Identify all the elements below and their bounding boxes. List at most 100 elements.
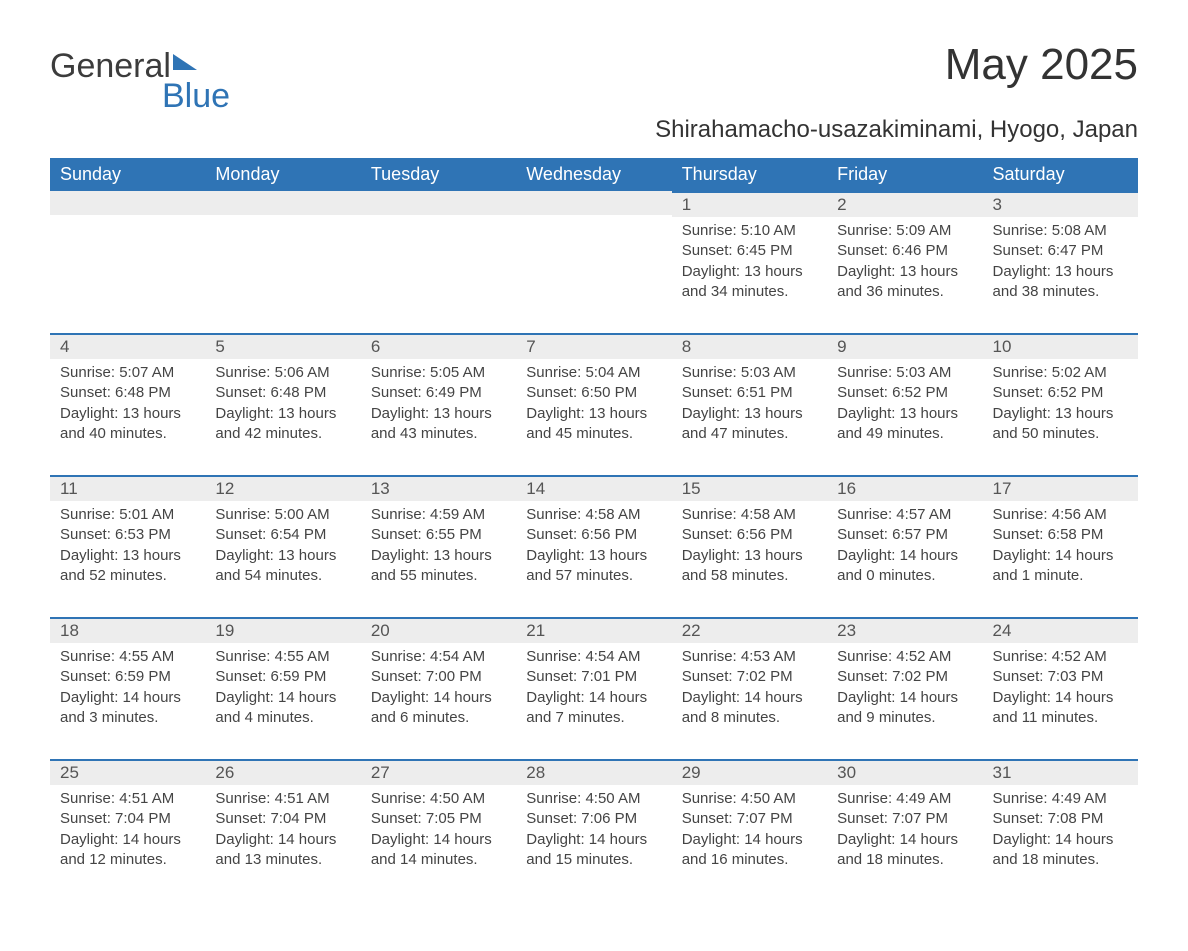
day-details: Sunrise: 4:53 AMSunset: 7:02 PMDaylight:… (672, 643, 827, 738)
sunrise-text: Sunrise: 4:49 AM (837, 789, 972, 809)
empty-cell (205, 191, 360, 333)
sunset-text: Sunset: 7:08 PM (993, 809, 1128, 829)
sunset-text: Sunset: 6:48 PM (215, 383, 350, 403)
daylight-text: Daylight: 13 hours and 36 minutes. (837, 262, 972, 303)
day-number: 6 (361, 335, 516, 359)
day-number: 8 (672, 335, 827, 359)
empty-cell (516, 191, 671, 333)
sunset-text: Sunset: 6:53 PM (60, 525, 195, 545)
day-wrap: 30Sunrise: 4:49 AMSunset: 7:07 PMDayligh… (827, 759, 982, 880)
day-cell: 25Sunrise: 4:51 AMSunset: 7:04 PMDayligh… (50, 759, 205, 901)
day-wrap: 25Sunrise: 4:51 AMSunset: 7:04 PMDayligh… (50, 759, 205, 880)
day-number: 14 (516, 477, 671, 501)
day-cell: 27Sunrise: 4:50 AMSunset: 7:05 PMDayligh… (361, 759, 516, 901)
day-wrap: 5Sunrise: 5:06 AMSunset: 6:48 PMDaylight… (205, 333, 360, 454)
day-number: 20 (361, 619, 516, 643)
day-wrap: 12Sunrise: 5:00 AMSunset: 6:54 PMDayligh… (205, 475, 360, 596)
daylight-text: Daylight: 13 hours and 42 minutes. (215, 404, 350, 445)
day-details: Sunrise: 4:55 AMSunset: 6:59 PMDaylight:… (205, 643, 360, 738)
day-number: 4 (50, 335, 205, 359)
day-details: Sunrise: 4:49 AMSunset: 7:07 PMDaylight:… (827, 785, 982, 880)
day-wrap: 16Sunrise: 4:57 AMSunset: 6:57 PMDayligh… (827, 475, 982, 596)
sunrise-text: Sunrise: 5:08 AM (993, 221, 1128, 241)
sunset-text: Sunset: 6:50 PM (526, 383, 661, 403)
sunrise-text: Sunrise: 4:50 AM (682, 789, 817, 809)
day-details: Sunrise: 5:03 AMSunset: 6:51 PMDaylight:… (672, 359, 827, 454)
sunrise-text: Sunrise: 4:52 AM (837, 647, 972, 667)
sunset-text: Sunset: 6:48 PM (60, 383, 195, 403)
day-wrap: 8Sunrise: 5:03 AMSunset: 6:51 PMDaylight… (672, 333, 827, 454)
day-details: Sunrise: 4:50 AMSunset: 7:07 PMDaylight:… (672, 785, 827, 880)
sunset-text: Sunset: 7:02 PM (682, 667, 817, 687)
weekday-header: Thursday (672, 158, 827, 191)
day-cell: 19Sunrise: 4:55 AMSunset: 6:59 PMDayligh… (205, 617, 360, 759)
day-wrap: 23Sunrise: 4:52 AMSunset: 7:02 PMDayligh… (827, 617, 982, 738)
day-wrap: 10Sunrise: 5:02 AMSunset: 6:52 PMDayligh… (983, 333, 1138, 454)
sunset-text: Sunset: 6:56 PM (526, 525, 661, 545)
daylight-text: Daylight: 14 hours and 14 minutes. (371, 830, 506, 871)
day-cell: 7Sunrise: 5:04 AMSunset: 6:50 PMDaylight… (516, 333, 671, 475)
day-details: Sunrise: 5:08 AMSunset: 6:47 PMDaylight:… (983, 217, 1138, 312)
day-cell: 5Sunrise: 5:06 AMSunset: 6:48 PMDaylight… (205, 333, 360, 475)
sunrise-text: Sunrise: 5:07 AM (60, 363, 195, 383)
sunrise-text: Sunrise: 4:58 AM (526, 505, 661, 525)
day-number: 16 (827, 477, 982, 501)
day-details: Sunrise: 4:52 AMSunset: 7:02 PMDaylight:… (827, 643, 982, 738)
day-details: Sunrise: 4:51 AMSunset: 7:04 PMDaylight:… (205, 785, 360, 880)
day-cell: 11Sunrise: 5:01 AMSunset: 6:53 PMDayligh… (50, 475, 205, 617)
sunset-text: Sunset: 6:47 PM (993, 241, 1128, 261)
sunset-text: Sunset: 6:57 PM (837, 525, 972, 545)
sunrise-text: Sunrise: 4:59 AM (371, 505, 506, 525)
daylight-text: Daylight: 14 hours and 11 minutes. (993, 688, 1128, 729)
day-cell: 3Sunrise: 5:08 AMSunset: 6:47 PMDaylight… (983, 191, 1138, 333)
sunset-text: Sunset: 6:45 PM (682, 241, 817, 261)
day-number: 19 (205, 619, 360, 643)
sunrise-text: Sunrise: 5:05 AM (371, 363, 506, 383)
daylight-text: Daylight: 14 hours and 18 minutes. (993, 830, 1128, 871)
day-wrap: 26Sunrise: 4:51 AMSunset: 7:04 PMDayligh… (205, 759, 360, 880)
sunset-text: Sunset: 7:02 PM (837, 667, 972, 687)
sunrise-text: Sunrise: 4:58 AM (682, 505, 817, 525)
daylight-text: Daylight: 13 hours and 49 minutes. (837, 404, 972, 445)
day-wrap: 15Sunrise: 4:58 AMSunset: 6:56 PMDayligh… (672, 475, 827, 596)
sunrise-text: Sunrise: 4:54 AM (371, 647, 506, 667)
day-number: 30 (827, 761, 982, 785)
day-number: 2 (827, 193, 982, 217)
day-number: 24 (983, 619, 1138, 643)
sunset-text: Sunset: 7:06 PM (526, 809, 661, 829)
day-wrap: 2Sunrise: 5:09 AMSunset: 6:46 PMDaylight… (827, 191, 982, 312)
sunset-text: Sunset: 6:59 PM (60, 667, 195, 687)
daylight-text: Daylight: 14 hours and 8 minutes. (682, 688, 817, 729)
day-number: 22 (672, 619, 827, 643)
sunset-text: Sunset: 7:07 PM (682, 809, 817, 829)
day-wrap: 3Sunrise: 5:08 AMSunset: 6:47 PMDaylight… (983, 191, 1138, 312)
day-details: Sunrise: 4:58 AMSunset: 6:56 PMDaylight:… (516, 501, 671, 596)
calendar-row: 25Sunrise: 4:51 AMSunset: 7:04 PMDayligh… (50, 759, 1138, 901)
sunrise-text: Sunrise: 5:06 AM (215, 363, 350, 383)
day-cell: 14Sunrise: 4:58 AMSunset: 6:56 PMDayligh… (516, 475, 671, 617)
day-cell: 24Sunrise: 4:52 AMSunset: 7:03 PMDayligh… (983, 617, 1138, 759)
sunset-text: Sunset: 7:05 PM (371, 809, 506, 829)
day-wrap: 9Sunrise: 5:03 AMSunset: 6:52 PMDaylight… (827, 333, 982, 454)
daylight-text: Daylight: 14 hours and 6 minutes. (371, 688, 506, 729)
day-details: Sunrise: 5:06 AMSunset: 6:48 PMDaylight:… (205, 359, 360, 454)
daylight-text: Daylight: 13 hours and 57 minutes. (526, 546, 661, 587)
day-number: 29 (672, 761, 827, 785)
sunset-text: Sunset: 6:52 PM (837, 383, 972, 403)
sunrise-text: Sunrise: 4:50 AM (526, 789, 661, 809)
day-number: 9 (827, 335, 982, 359)
day-details: Sunrise: 4:55 AMSunset: 6:59 PMDaylight:… (50, 643, 205, 738)
day-details: Sunrise: 4:56 AMSunset: 6:58 PMDaylight:… (983, 501, 1138, 596)
sunset-text: Sunset: 6:58 PM (993, 525, 1128, 545)
day-wrap: 18Sunrise: 4:55 AMSunset: 6:59 PMDayligh… (50, 617, 205, 738)
day-wrap: 14Sunrise: 4:58 AMSunset: 6:56 PMDayligh… (516, 475, 671, 596)
day-details: Sunrise: 5:09 AMSunset: 6:46 PMDaylight:… (827, 217, 982, 312)
month-title: May 2025 (945, 40, 1138, 90)
day-wrap: 4Sunrise: 5:07 AMSunset: 6:48 PMDaylight… (50, 333, 205, 454)
daylight-text: Daylight: 14 hours and 7 minutes. (526, 688, 661, 729)
sunrise-text: Sunrise: 4:53 AM (682, 647, 817, 667)
daylight-text: Daylight: 13 hours and 54 minutes. (215, 546, 350, 587)
day-number: 7 (516, 335, 671, 359)
day-number: 21 (516, 619, 671, 643)
daylight-text: Daylight: 13 hours and 47 minutes. (682, 404, 817, 445)
